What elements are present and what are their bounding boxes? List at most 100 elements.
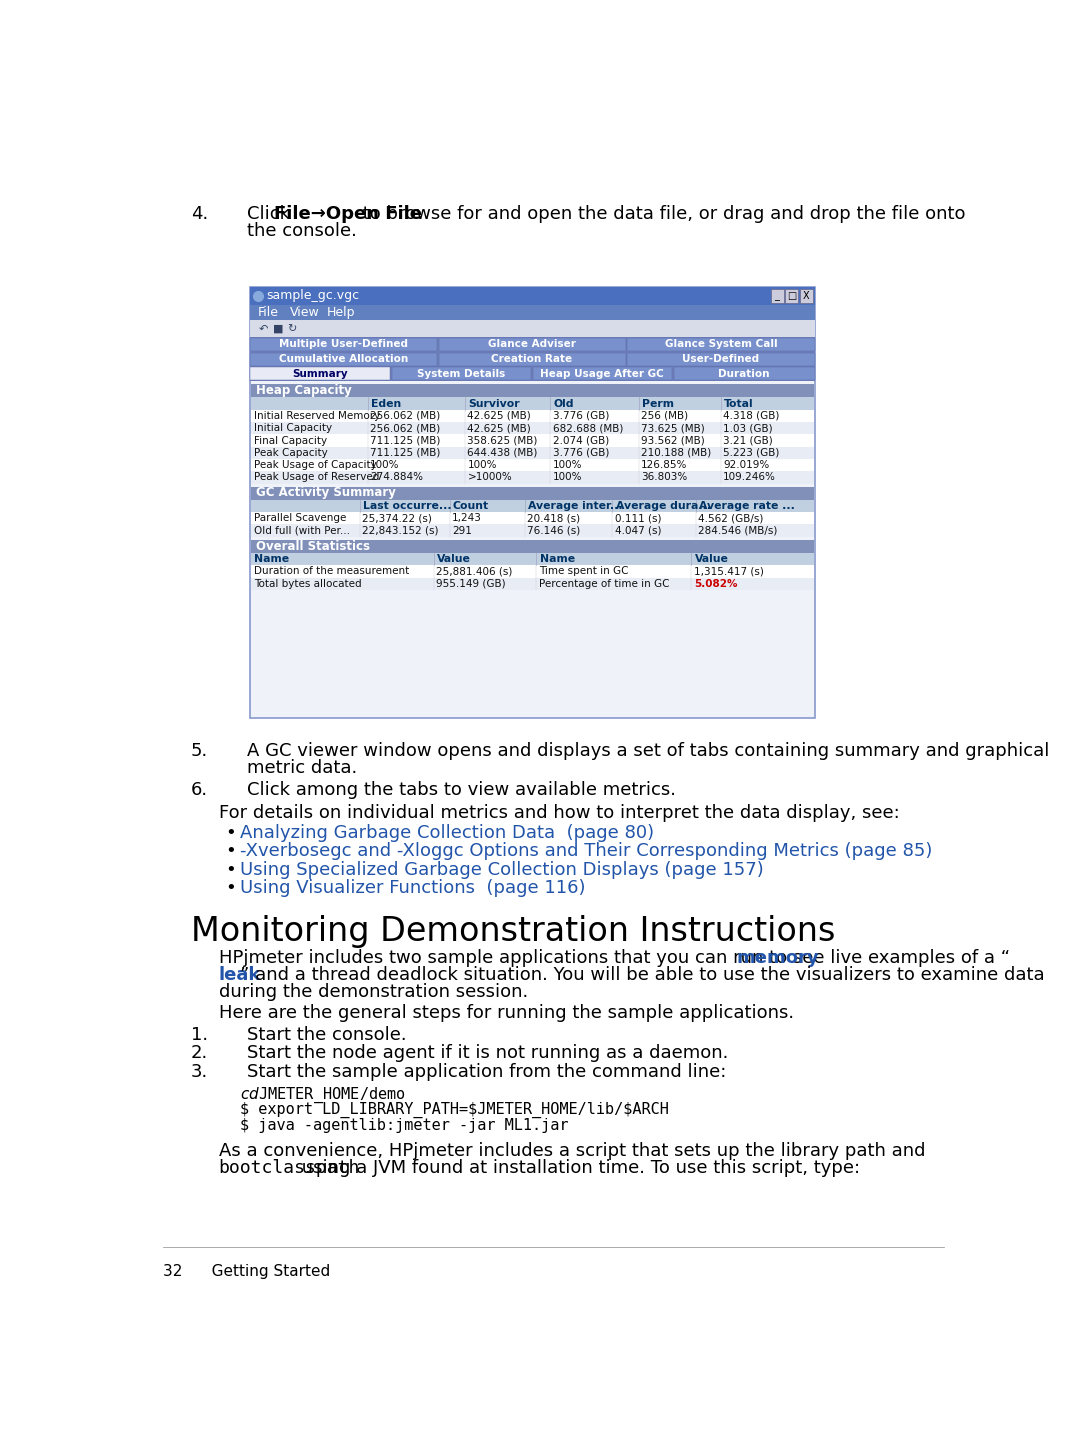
Text: 22,843.152 (s): 22,843.152 (s) (362, 526, 438, 535)
Text: 2.: 2. (191, 1044, 208, 1063)
Text: Old: Old (554, 398, 573, 408)
Text: 358.625 (MB): 358.625 (MB) (468, 436, 538, 446)
Text: 955.149 (GB): 955.149 (GB) (436, 578, 507, 588)
FancyBboxPatch shape (252, 447, 814, 459)
Text: 210.188 (MB): 210.188 (MB) (642, 447, 712, 457)
FancyBboxPatch shape (249, 367, 815, 381)
Text: 76.146 (s): 76.146 (s) (527, 526, 580, 535)
FancyBboxPatch shape (252, 565, 814, 578)
FancyBboxPatch shape (252, 384, 814, 397)
Text: 5.082%: 5.082% (693, 578, 738, 588)
Text: 4.047 (s): 4.047 (s) (615, 526, 661, 535)
Text: Name: Name (255, 554, 289, 564)
Text: 274.884%: 274.884% (369, 473, 423, 483)
Text: •: • (225, 824, 235, 843)
Text: Monitoring Demonstration Instructions: Monitoring Demonstration Instructions (191, 915, 835, 948)
Text: Last occurre...: Last occurre... (363, 500, 451, 510)
Text: 4.562 (GB/s): 4.562 (GB/s) (699, 513, 764, 523)
FancyBboxPatch shape (252, 525, 814, 536)
Text: Using Specialized Garbage Collection Displays (page 157): Using Specialized Garbage Collection Dis… (241, 861, 765, 879)
Text: >1000%: >1000% (468, 473, 512, 483)
Text: Eden: Eden (370, 398, 401, 408)
Text: Peak Usage of Reserved: Peak Usage of Reserved (254, 473, 379, 483)
Text: 100%: 100% (369, 460, 400, 470)
Text: •: • (225, 880, 235, 897)
FancyBboxPatch shape (392, 367, 531, 381)
Text: View: View (291, 306, 320, 319)
Text: Percentage of time in GC: Percentage of time in GC (539, 578, 670, 588)
Text: 1.: 1. (191, 1025, 208, 1044)
Text: Summary: Summary (293, 368, 348, 378)
Text: 25,374.22 (s): 25,374.22 (s) (362, 513, 432, 523)
FancyBboxPatch shape (249, 352, 815, 367)
Text: 100%: 100% (553, 460, 582, 470)
Text: 3.21 (GB): 3.21 (GB) (724, 436, 773, 446)
FancyBboxPatch shape (627, 352, 814, 365)
Text: System Details: System Details (417, 368, 505, 378)
FancyBboxPatch shape (532, 367, 672, 381)
Text: sample_gc.vgc: sample_gc.vgc (267, 289, 360, 302)
Text: Duration of the measurement: Duration of the measurement (254, 567, 409, 577)
Text: 36.803%: 36.803% (642, 473, 687, 483)
FancyBboxPatch shape (252, 539, 814, 554)
Text: Click: Click (247, 204, 296, 223)
Text: Peak Capacity: Peak Capacity (254, 447, 327, 457)
Text: _: _ (774, 290, 779, 301)
Text: 1.03 (GB): 1.03 (GB) (724, 423, 773, 433)
Text: during the demonstration session.: during the demonstration session. (218, 982, 528, 1001)
Text: X: X (802, 290, 810, 301)
Text: Initial Capacity: Initial Capacity (254, 423, 332, 433)
Text: leak: leak (218, 966, 261, 984)
Text: 109.246%: 109.246% (724, 473, 777, 483)
Text: As a convenience, HPjmeter includes a script that sets up the library path and: As a convenience, HPjmeter includes a sc… (218, 1142, 926, 1160)
Text: Average dura...: Average dura... (616, 500, 711, 510)
Text: Value: Value (694, 554, 728, 564)
FancyBboxPatch shape (252, 421, 814, 434)
Text: to browse for and open the data file, or drag and drop the file onto: to browse for and open the data file, or… (357, 204, 966, 223)
Text: Total: Total (724, 398, 754, 408)
Text: Name: Name (540, 554, 575, 564)
FancyBboxPatch shape (252, 472, 814, 483)
Text: Start the sample application from the command line:: Start the sample application from the co… (247, 1063, 727, 1081)
Text: bootclasspath: bootclasspath (218, 1159, 360, 1176)
Text: 682.688 (MB): 682.688 (MB) (553, 423, 623, 433)
Text: □: □ (787, 290, 796, 301)
Text: For details on individual metrics and how to interpret the data display, see:: For details on individual metrics and ho… (218, 804, 900, 823)
Text: ” and a thread deadlock situation. You will be able to use the visualizers to ex: ” and a thread deadlock situation. You w… (240, 966, 1044, 984)
Text: 93.562 (MB): 93.562 (MB) (642, 436, 705, 446)
FancyBboxPatch shape (251, 352, 437, 365)
Text: Heap Usage After GC: Heap Usage After GC (540, 368, 664, 378)
Text: Multiple User-Defined: Multiple User-Defined (279, 339, 408, 349)
Text: 644.438 (MB): 644.438 (MB) (468, 447, 538, 457)
Text: 284.546 (MB/s): 284.546 (MB/s) (699, 526, 778, 535)
FancyBboxPatch shape (252, 434, 814, 447)
Text: 42.625 (MB): 42.625 (MB) (468, 423, 531, 433)
FancyBboxPatch shape (251, 338, 437, 351)
Text: 291: 291 (451, 526, 472, 535)
Text: Survivor: Survivor (469, 398, 519, 408)
Text: 73.625 (MB): 73.625 (MB) (642, 423, 705, 433)
Text: -Xverbosegc and -Xloggc Options and Their Corresponding Metrics (page 85): -Xverbosegc and -Xloggc Options and Thei… (241, 843, 933, 860)
Text: 711.125 (MB): 711.125 (MB) (369, 447, 441, 457)
Text: 5.: 5. (191, 742, 208, 761)
FancyBboxPatch shape (249, 286, 815, 718)
Text: 256.062 (MB): 256.062 (MB) (369, 423, 440, 433)
Text: the console.: the console. (247, 221, 357, 240)
Text: 6.: 6. (191, 781, 208, 800)
Text: 3.: 3. (191, 1063, 208, 1081)
Text: Glance Adviser: Glance Adviser (488, 339, 576, 349)
Text: Final Capacity: Final Capacity (254, 436, 326, 446)
Text: A GC viewer window opens and displays a set of tabs containing summary and graph: A GC viewer window opens and displays a … (247, 742, 1050, 761)
Text: 5.223 (GB): 5.223 (GB) (724, 447, 780, 457)
FancyBboxPatch shape (785, 289, 798, 302)
Text: 711.125 (MB): 711.125 (MB) (369, 436, 441, 446)
FancyBboxPatch shape (438, 338, 625, 351)
Text: Using Visualizer Functions  (page 116): Using Visualizer Functions (page 116) (241, 880, 585, 897)
Text: 92.019%: 92.019% (724, 460, 769, 470)
Text: ↶: ↶ (259, 324, 268, 334)
Text: 126.85%: 126.85% (642, 460, 688, 470)
FancyBboxPatch shape (252, 578, 814, 590)
Text: Glance System Call: Glance System Call (664, 339, 778, 349)
Text: Analyzing Garbage Collection Data  (page 80): Analyzing Garbage Collection Data (page … (241, 824, 654, 843)
Text: GC Activity Summary: GC Activity Summary (256, 486, 395, 499)
